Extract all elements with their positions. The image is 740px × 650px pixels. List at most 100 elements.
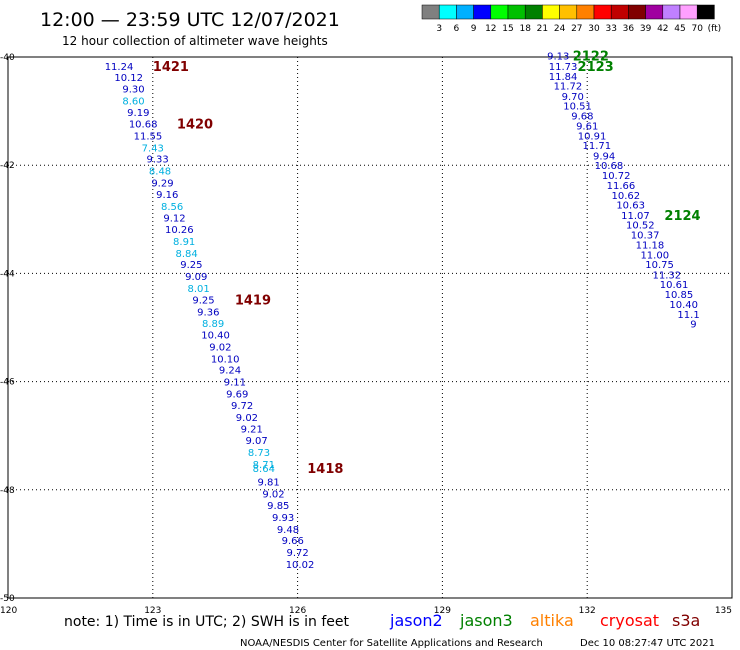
wave-height-point: 9.94 <box>593 151 615 162</box>
wave-height-point: 11.72 <box>554 82 583 93</box>
legend-label: 18 <box>519 24 531 34</box>
wave-height-point: 9.85 <box>267 501 289 512</box>
wave-height-point: 9.24 <box>219 366 241 377</box>
footer-timestamp: Dec 10 08:27:47 UTC 2021 <box>580 638 715 649</box>
wave-height-point: 9.70 <box>562 92 584 103</box>
axis-tick-labels: 120 123 126 129 132 135 -40 -42 -44 -46 -48 -50 <box>0 53 732 616</box>
legend-swatch <box>507 4 526 20</box>
wave-height-point: 8.91 <box>173 237 195 248</box>
satellite-legend-cryosat: cryosat <box>600 611 659 630</box>
chart-subtitle: 12 hour collection of altimeter wave hei… <box>62 34 328 48</box>
legend-label: 15 <box>502 24 513 34</box>
wave-height-point: 9.36 <box>197 307 219 318</box>
legend-label: 9 <box>471 24 477 34</box>
wave-height-point: 11.66 <box>607 181 636 192</box>
satellite-legend-jason2: jason2 <box>389 611 443 630</box>
wave-height-point: 11.00 <box>640 250 669 261</box>
legend-label: 70 <box>691 24 703 34</box>
wave-height-point: 9.72 <box>231 401 253 412</box>
legend-swatch <box>696 4 715 20</box>
wave-height-point: 9.93 <box>272 513 294 524</box>
wave-height-point: 9.02 <box>262 490 284 501</box>
wave-height-point: 9.61 <box>576 122 598 133</box>
wave-height-point: 8.73 <box>248 448 270 459</box>
wave-height-point: 9.25 <box>192 295 214 306</box>
satellite-legend-s3a: s3a <box>672 611 700 630</box>
wave-height-point: 9.02 <box>236 413 258 424</box>
wave-height-point: 9.72 <box>286 548 308 559</box>
grid-lines <box>8 57 732 598</box>
legend-swatch <box>679 4 698 20</box>
x-tick-label: 129 <box>434 606 451 616</box>
wave-height-point: 10.68 <box>129 120 158 131</box>
wave-height-point: 10.91 <box>578 131 607 142</box>
legend-label: 21 <box>537 24 548 34</box>
satellite-legend-jason3: jason3 <box>459 611 513 630</box>
legend-swatch <box>438 4 457 20</box>
wave-height-point: 10.37 <box>631 230 660 241</box>
wave-height-point: 10.61 <box>660 280 689 291</box>
wave-height-point: 9.13 <box>547 51 569 62</box>
wave-height-point: 9.07 <box>245 436 267 447</box>
footer-credit: NOAA/NESDIS Center for Satellite Applica… <box>240 638 543 649</box>
chart-title: 12:00 — 23:59 UTC 12/07/2021 <box>40 9 340 31</box>
track-time-label: 1420 <box>177 118 213 133</box>
legend-label: 45 <box>674 24 685 34</box>
wave-height-point: 9.33 <box>146 155 168 166</box>
legend-swatch <box>662 4 681 20</box>
legend-swatch <box>524 4 543 20</box>
wave-height-point: 9.11 <box>224 378 246 389</box>
legend-label: 39 <box>640 24 652 34</box>
wave-height-point: 9.21 <box>241 425 263 436</box>
track-time-label: 1418 <box>307 462 343 477</box>
legend-label: 30 <box>588 24 600 34</box>
satellite-legend: jason2 jason3 altika cryosat s3a <box>389 611 700 630</box>
wave-height-point: 11.73 <box>549 62 578 73</box>
legend-label: 36 <box>623 24 635 34</box>
x-tick-label: 120 <box>0 606 17 616</box>
legend-label: 3 <box>436 24 442 34</box>
wave-height-point: 8.71 <box>253 460 275 471</box>
legend-swatch <box>456 4 474 20</box>
wave-height-point: 9.09 <box>185 272 207 283</box>
legend-swatch <box>490 4 509 20</box>
x-tick-label: 135 <box>715 606 732 616</box>
legend-swatch <box>559 4 578 20</box>
color-scale-legend: 3 6 9 12 15 18 21 24 27 30 33 36 39 42 45 70 (ft) <box>421 4 722 34</box>
wave-height-point: 11.1 <box>677 310 699 321</box>
wave-height-point: 10.02 <box>286 560 315 571</box>
track-time-label: 1421 <box>153 60 189 75</box>
wave-height-point: 9.12 <box>163 214 185 225</box>
wave-height-point: 10.68 <box>595 161 624 172</box>
wave-height-point: 11.07 <box>621 211 650 222</box>
wave-height-point: 10.63 <box>616 201 645 212</box>
x-tick-label: 132 <box>579 606 596 616</box>
wave-height-point: 11.84 <box>549 72 578 83</box>
y-tick-label: -48 <box>0 486 15 496</box>
wave-height-point: 9.29 <box>151 179 173 190</box>
legend-label: 33 <box>605 24 616 34</box>
wave-height-point: 9.25 <box>180 260 202 271</box>
legend-swatch <box>542 4 560 20</box>
wave-height-point: 10.75 <box>645 260 674 271</box>
track-time-label: 2123 <box>578 60 614 75</box>
legend-swatch <box>610 4 629 20</box>
wave-height-point: 9.81 <box>258 478 280 489</box>
wave-height-point: 8.56 <box>161 202 183 213</box>
y-tick-label: -42 <box>0 161 15 171</box>
legend-swatch <box>576 4 595 20</box>
wave-height-point: 10.72 <box>602 171 631 182</box>
wave-height-point: 9.16 <box>156 190 178 201</box>
legend-swatch <box>628 4 646 20</box>
y-tick-label: -40 <box>0 53 15 63</box>
legend-label: (ft) <box>708 24 722 34</box>
legend-swatch <box>645 4 664 20</box>
legend-label: 6 <box>454 24 460 34</box>
legend-swatch <box>473 4 492 20</box>
wave-height-points: 11.2410.129.308.609.1910.6811.557.439.33… <box>105 51 700 571</box>
wave-height-point: 11.71 <box>583 141 612 152</box>
wave-height-point: 9.48 <box>277 525 299 536</box>
wave-height-point: 10.40 <box>669 300 698 311</box>
wave-height-point: 8.89 <box>202 319 224 330</box>
